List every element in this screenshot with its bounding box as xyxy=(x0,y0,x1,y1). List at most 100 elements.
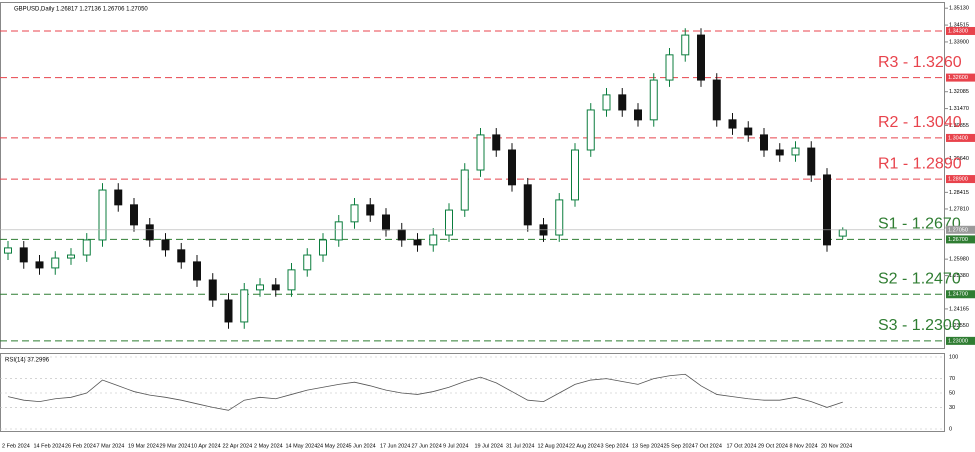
x-tick-label: 17 Jun 2024 xyxy=(380,443,410,449)
y-tick-label: 1.29640 xyxy=(949,156,969,162)
candle-body xyxy=(382,214,390,231)
candle-body xyxy=(130,204,138,226)
rsi-title: RSI(14) 37.2996 xyxy=(5,358,50,364)
x-tick-label: 22 Apr 2024 xyxy=(223,443,253,449)
y-tick-label: 1.23550 xyxy=(949,323,969,329)
candle-body xyxy=(492,134,501,151)
level-label: S2 - 1.2470 xyxy=(878,270,961,287)
candle-body xyxy=(508,149,516,186)
candle-body xyxy=(397,229,406,241)
y-tick-label: 1.24165 xyxy=(949,306,969,312)
x-tick-label: 19 Mar 2024 xyxy=(128,443,159,449)
candle-body xyxy=(98,189,107,241)
candle-body xyxy=(649,79,658,121)
x-tick-label: 12 Aug 2024 xyxy=(538,443,569,449)
candle-body xyxy=(634,109,642,121)
x-tick-label: 13 Sep 2024 xyxy=(632,443,663,449)
rsi-tick-label: 30 xyxy=(949,405,955,411)
level-axis-box xyxy=(946,235,975,244)
candle-body xyxy=(271,284,280,291)
y-tick-label: 1.35130 xyxy=(949,6,969,12)
level-axis-box xyxy=(946,26,975,35)
x-tick-label: 25 Sep 2024 xyxy=(664,443,695,449)
level-axis-box xyxy=(946,290,975,299)
candle-body xyxy=(51,257,60,269)
rsi-tick-label: 0 xyxy=(949,426,952,432)
rsi-tick-label: 50 xyxy=(949,390,955,396)
candle-body xyxy=(161,239,170,251)
candle-body xyxy=(665,54,674,81)
level-axis-box xyxy=(946,175,975,184)
candle-body xyxy=(791,147,800,156)
candle-body xyxy=(334,221,343,241)
x-tick-label: 27 Jun 2024 xyxy=(412,443,442,449)
candle-body xyxy=(208,279,217,301)
candle-body xyxy=(476,134,485,171)
y-tick-label: 1.30855 xyxy=(949,123,969,129)
candle-body xyxy=(350,204,359,223)
candle-body xyxy=(287,269,296,291)
candle-body xyxy=(571,149,579,201)
y-tick-label: 1.28415 xyxy=(949,190,969,196)
candle-body xyxy=(712,79,721,121)
candle-body xyxy=(744,127,753,136)
x-tick-label: 2 Feb 2024 xyxy=(2,443,30,449)
candle-body xyxy=(823,174,831,246)
candle-body xyxy=(760,134,768,151)
candle-body xyxy=(240,289,249,323)
y-tick-label: 1.27810 xyxy=(949,206,969,212)
level-axis-box xyxy=(946,336,975,345)
y-tick-label: 1.31470 xyxy=(949,106,969,112)
candle-body xyxy=(807,147,816,176)
level-axis-label: 1.26700 xyxy=(948,237,968,243)
level-axis-label: 1.30400 xyxy=(948,135,968,141)
candle-body xyxy=(35,261,44,269)
rsi-line xyxy=(7,373,843,411)
y-tick-label: 1.32085 xyxy=(949,89,969,95)
candle-body xyxy=(586,109,595,151)
candle-body xyxy=(697,34,705,81)
candle-body xyxy=(193,261,201,281)
x-tick-label: 29 Oct 2024 xyxy=(758,443,788,449)
y-tick-label: 1.34515 xyxy=(949,23,969,29)
candle-body xyxy=(460,169,469,211)
candle-body xyxy=(177,249,186,263)
candle-body xyxy=(366,204,375,216)
candle-body xyxy=(728,119,737,129)
x-tick-label: 20 Nov 2024 xyxy=(821,443,852,449)
candle-body xyxy=(224,299,233,323)
x-tick-label: 14 May 2024 xyxy=(286,443,318,449)
x-tick-label: 3 Sep 2024 xyxy=(601,443,629,449)
candle-body xyxy=(19,247,28,263)
level-label: S1 - 1.2670 xyxy=(878,216,961,233)
last-price-box xyxy=(946,225,975,234)
x-tick-label: 7 Oct 2024 xyxy=(695,443,722,449)
rsi-panel xyxy=(0,353,945,432)
chart-title: GBPUSD,Daily 1.26817 1.27136 1.26706 1.2… xyxy=(14,7,148,13)
x-tick-label: 5 Jun 2024 xyxy=(349,443,376,449)
x-tick-label: 24 May 2024 xyxy=(317,443,349,449)
x-tick-label: 22 Aug 2024 xyxy=(569,443,600,449)
candle-body xyxy=(256,284,264,291)
level-label: R1 - 1.2890 xyxy=(878,155,962,172)
level-axis-box xyxy=(946,73,975,82)
candle-body xyxy=(555,199,564,236)
x-tick-label: 19 Jul 2024 xyxy=(475,443,503,449)
x-tick-label: 31 Jul 2024 xyxy=(506,443,534,449)
level-label: S3 - 1.2300 xyxy=(878,317,961,334)
level-label: R2 - 1.3040 xyxy=(878,114,962,131)
level-label: R3 - 1.3260 xyxy=(878,54,962,71)
level-axis-label: 1.24700 xyxy=(948,292,968,298)
candle-body xyxy=(67,254,75,259)
y-tick-label: 1.33900 xyxy=(949,39,969,45)
candle-body xyxy=(445,209,453,236)
y-tick-label: 1.25980 xyxy=(949,257,969,263)
y-tick-label: 1.25380 xyxy=(949,273,969,279)
candle-body xyxy=(413,239,422,246)
candle-body xyxy=(82,239,91,256)
candle-body xyxy=(681,34,690,56)
level-axis-label: 1.32600 xyxy=(948,75,968,81)
candle-body xyxy=(145,224,154,241)
